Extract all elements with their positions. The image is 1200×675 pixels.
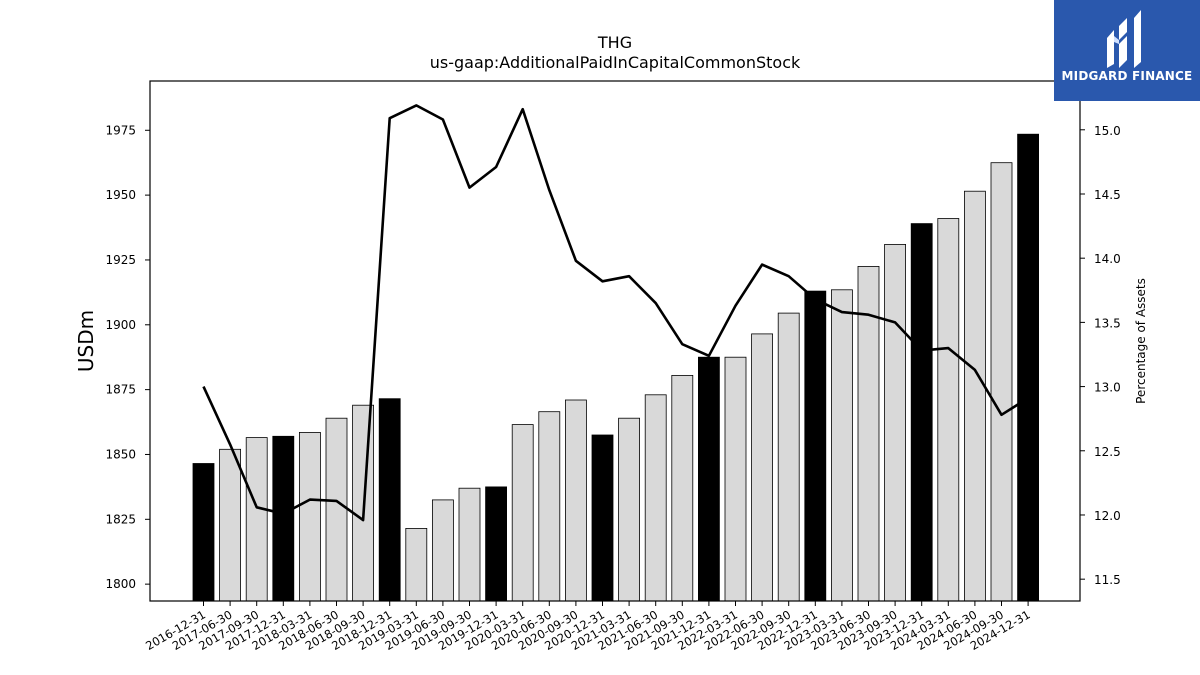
y-tick-label: 1850 bbox=[105, 447, 136, 461]
brand-logo: MIDGARD FINANCE bbox=[1054, 0, 1200, 101]
bar-2023-09-30 bbox=[884, 243, 906, 602]
bar-2021-03-31 bbox=[618, 417, 640, 602]
bar-2022-12-31 bbox=[804, 290, 827, 602]
y-axis-label: USDm bbox=[74, 310, 98, 372]
bar-2020-06-30 bbox=[538, 411, 561, 602]
plot-frame bbox=[149, 80, 1081, 602]
y2-tick-label: 14.0 bbox=[1094, 252, 1121, 266]
bar-2017-06-30 bbox=[219, 448, 242, 602]
y2-tick-label: 13.0 bbox=[1094, 381, 1121, 395]
bar-2017-12-31 bbox=[272, 435, 295, 602]
bar-2018-12-31 bbox=[378, 398, 401, 602]
bar-2019-09-30 bbox=[458, 487, 481, 602]
bar-2023-12-31 bbox=[910, 223, 933, 602]
y2-tick-label: 13.5 bbox=[1094, 316, 1121, 330]
logo-text: MIDGARD FINANCE bbox=[1061, 69, 1193, 83]
bar-2017-09-30 bbox=[245, 437, 268, 602]
bar-2019-06-30 bbox=[431, 499, 454, 602]
bar-2016-12-31 bbox=[192, 463, 215, 602]
y-tick-label: 1800 bbox=[105, 577, 136, 591]
bar-2018-06-30 bbox=[325, 417, 348, 602]
bar-2024-03-31 bbox=[937, 218, 960, 602]
y-tick-label: 1900 bbox=[105, 318, 136, 332]
bar-2022-06-30 bbox=[751, 333, 773, 602]
chart-subtitle: us-gaap:AdditionalPaidInCapitalCommonSto… bbox=[430, 53, 801, 72]
y-tick-label: 1975 bbox=[105, 123, 136, 137]
y2-tick-label: 14.5 bbox=[1094, 188, 1121, 202]
bar-2020-03-31 bbox=[511, 424, 534, 602]
logo-mark-icon bbox=[1107, 10, 1141, 68]
bar-2021-09-30 bbox=[671, 374, 694, 602]
bar-2020-12-31 bbox=[591, 434, 614, 602]
bar-2021-12-31 bbox=[698, 356, 720, 602]
bar-2018-03-31 bbox=[298, 431, 321, 602]
y-tick-label: 1825 bbox=[105, 512, 136, 526]
bar-2022-09-30 bbox=[777, 312, 800, 602]
bars-group bbox=[192, 133, 1039, 602]
bar-2023-03-31 bbox=[831, 289, 853, 602]
y2-tick-label: 15.0 bbox=[1094, 124, 1121, 138]
x-axis: 2016-12-312017-06-302017-09-302017-12-31… bbox=[143, 601, 1033, 653]
pct-assets-line bbox=[202, 104, 1029, 522]
bar-2020-09-30 bbox=[565, 399, 587, 602]
bar-2024-12-31 bbox=[1017, 133, 1039, 602]
y2-tick-label: 12.0 bbox=[1094, 509, 1121, 523]
line-group bbox=[202, 104, 1029, 522]
bar-2024-09-30 bbox=[990, 162, 1013, 602]
bar-2024-06-30 bbox=[964, 190, 986, 602]
bar-2019-12-31 bbox=[485, 486, 508, 602]
y-axis-left: 1800 1825 1850 1875 1900 1925 1950 1975 bbox=[105, 123, 150, 591]
y2-axis-label: Percentage of Assets bbox=[1134, 278, 1148, 404]
y-tick-label: 1950 bbox=[105, 188, 136, 202]
bar-2022-03-31 bbox=[724, 356, 747, 602]
y-tick-label: 1875 bbox=[105, 383, 136, 397]
chart-title: THG bbox=[597, 33, 632, 52]
y2-tick-label: 11.5 bbox=[1094, 573, 1121, 587]
y-axis-right: 11.5 12.0 12.5 13.0 13.5 14.0 14.5 15.0 bbox=[1080, 124, 1121, 587]
y-tick-label: 1925 bbox=[105, 253, 136, 267]
bar-2021-06-30 bbox=[644, 394, 667, 602]
bar-2019-03-31 bbox=[405, 528, 428, 602]
y2-tick-label: 12.5 bbox=[1094, 445, 1121, 459]
